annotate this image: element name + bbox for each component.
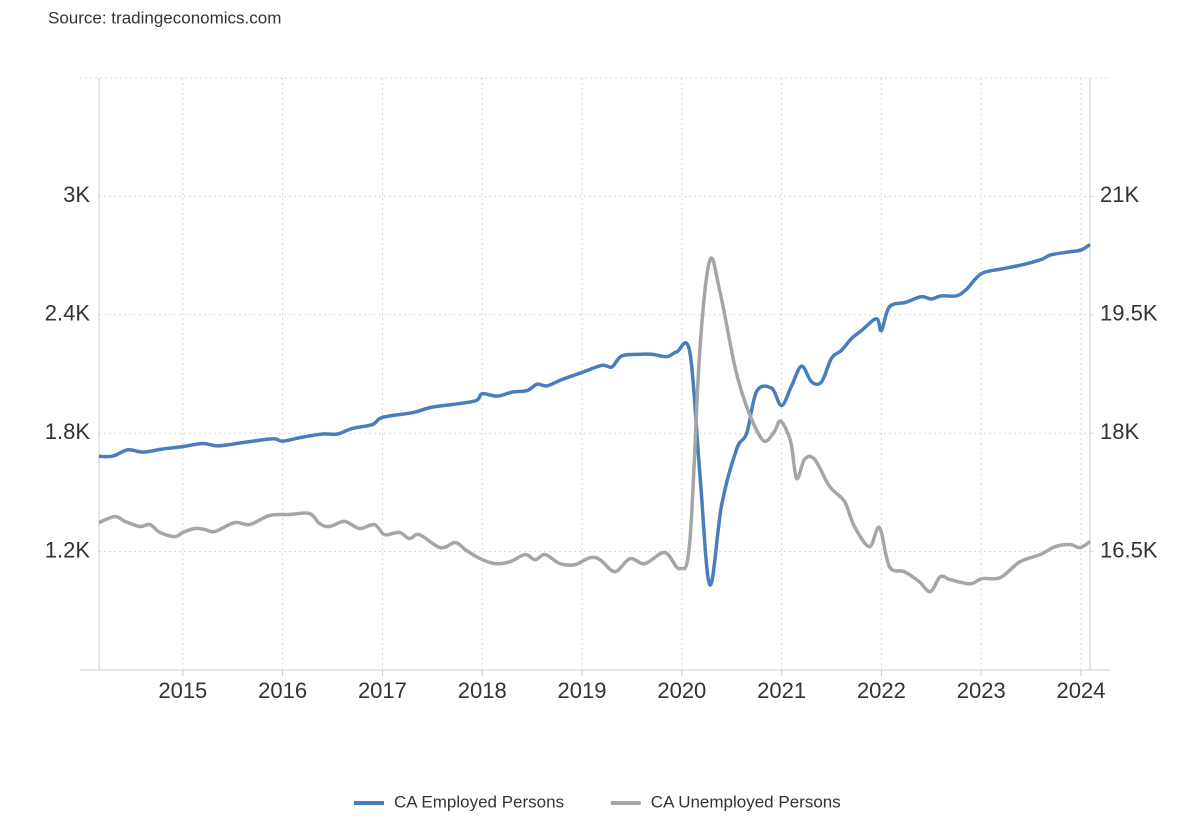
y2-tick-label: 16.5K xyxy=(1100,537,1158,562)
y2-tick-label: 18K xyxy=(1100,419,1139,444)
x-tick-label: 2023 xyxy=(957,678,1006,703)
x-tick-label: 2015 xyxy=(158,678,207,703)
x-tick-label: 2019 xyxy=(558,678,607,703)
y-tick-label: 1.2K xyxy=(45,537,91,562)
x-tick-label: 2022 xyxy=(857,678,906,703)
x-tick-label: 2017 xyxy=(358,678,407,703)
x-tick-label: 2024 xyxy=(1057,678,1106,703)
y-tick-label: 2.4K xyxy=(45,301,91,326)
legend-label: CA Employed Persons xyxy=(394,792,564,811)
x-tick-label: 2016 xyxy=(258,678,307,703)
x-tick-label: 2020 xyxy=(657,678,706,703)
source: Source: tradingeconomics.com xyxy=(48,8,281,27)
y2-tick-label: 21K xyxy=(1100,182,1139,207)
data-line xyxy=(98,243,1091,587)
x-tick-label: 2021 xyxy=(757,678,806,703)
y-tick-label: 1.8K xyxy=(45,419,91,444)
legend-label: CA Unemployed Persons xyxy=(651,792,841,811)
y2-tick-label: 19.5K xyxy=(1100,301,1158,326)
y-tick-label: 3K xyxy=(63,182,90,207)
data-line xyxy=(98,256,1091,594)
x-tick-label: 2018 xyxy=(458,678,507,703)
